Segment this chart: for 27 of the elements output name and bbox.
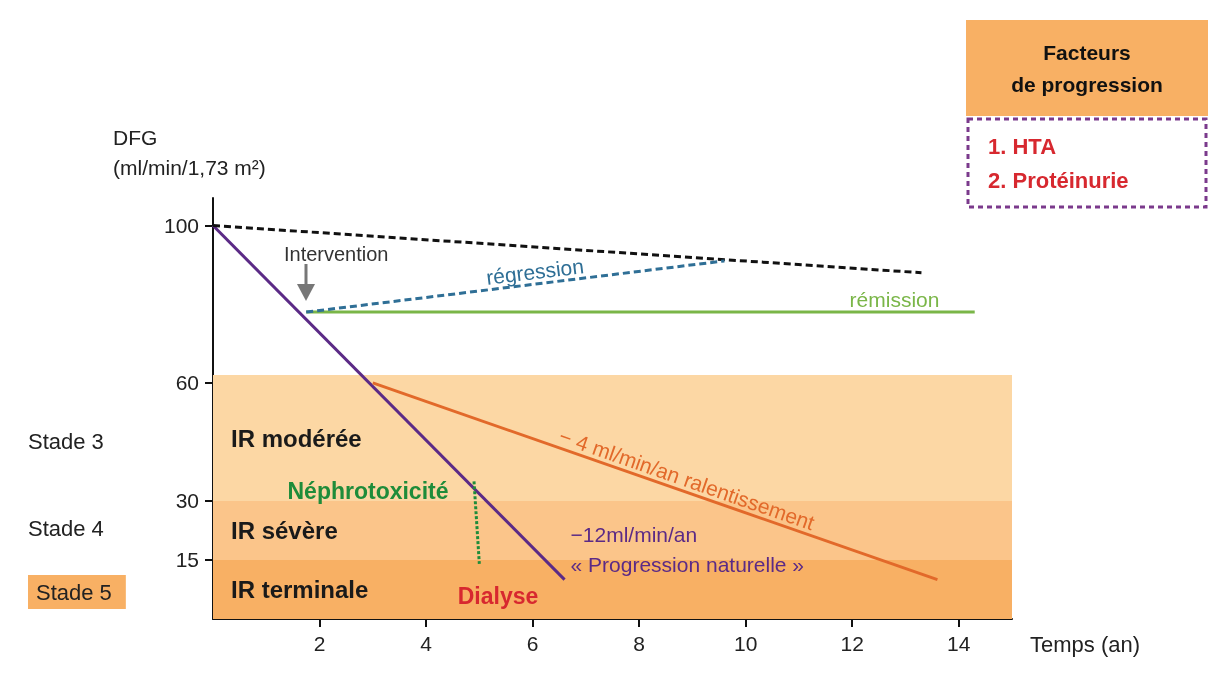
x-tick-label: 4: [420, 632, 433, 655]
annotation: Néphrotoxicité: [287, 478, 449, 504]
text: Stade 3: [28, 428, 104, 454]
band-label: IR sévère: [231, 516, 338, 544]
annotation: Intervention: [283, 243, 389, 266]
annotation: Dialyse: [457, 583, 539, 609]
y-tick-label: 60: [175, 371, 199, 395]
x-tick-label: 12: [840, 632, 864, 655]
text: Facteurs de progression: [1011, 40, 1163, 96]
text: Stade 4: [28, 515, 104, 541]
x-tick-label: 2: [313, 632, 326, 655]
band-label: IR modérée: [231, 424, 362, 452]
x-tick-label: 14: [947, 632, 971, 655]
y-axis-title: DFG (ml/min/1,73 m²): [113, 125, 266, 179]
text: régression: [484, 254, 585, 289]
text: Stade 5: [36, 579, 112, 605]
text: 1. HTA: [988, 133, 1057, 159]
y-tick-label: 30: [175, 489, 199, 513]
series-label: rémission: [849, 288, 940, 312]
x-tick-label: 8: [633, 632, 645, 655]
band-label: IR terminale: [231, 575, 369, 603]
x-tick-label: 10: [733, 632, 758, 655]
y-tick-label: 15: [175, 548, 199, 572]
x-axis-title: Temps (an): [1030, 631, 1141, 657]
x-tick-label: 6: [526, 632, 539, 655]
text: 2. Protéinurie: [988, 167, 1129, 193]
y-tick-label: 100: [163, 214, 199, 238]
